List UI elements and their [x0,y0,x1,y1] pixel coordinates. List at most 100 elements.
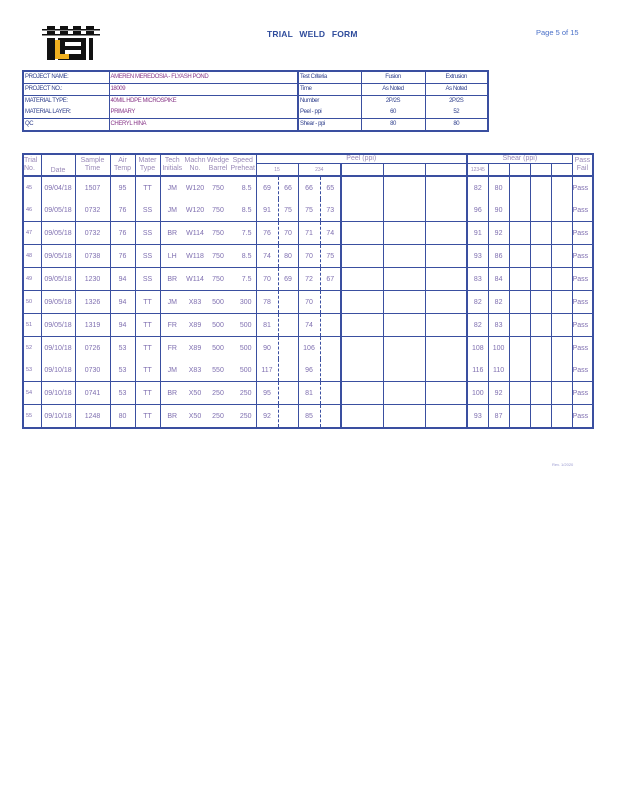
shear-4 [529,359,552,382]
qc-name: CHERYL HINA [108,118,299,132]
shear-1: 82 [466,290,489,314]
peel-1: 78 [255,290,279,314]
shear-2: 92 [487,221,510,245]
material-type: TT [134,175,161,199]
weld-test-table: Trial No. Date Sample Time Air Temp Mater Ty… [22,153,595,429]
air-temp: 95 [109,175,136,199]
air-temp: 76 [109,199,136,222]
peel-6 [382,290,426,314]
material-type: TT [134,290,161,314]
peel-2 [277,381,299,405]
extrusion-peel: 52 [424,107,489,119]
pass-fail: Pass [571,199,594,222]
revision-note: Rev. 1/2020 [552,462,574,467]
shear-2: 82 [487,290,510,314]
shear-1: 82 [466,313,489,337]
col-wedge: Wedge Barrel [206,153,230,177]
shear-1: 108 [466,336,489,359]
table-row: 45 09/04/18 1507 95 TT JM W120 750 8.5 69 66 66 65 82… [22,175,594,199]
shear-3 [508,267,531,291]
peel-7 [424,381,468,405]
trial-no: 49 [22,267,42,291]
shear-2: 110 [487,359,510,382]
fusion-peel: 60 [360,107,426,119]
peel-3: 72 [297,267,321,291]
date: 09/05/18 [41,267,76,291]
peel-1: 74 [255,244,279,268]
criteria-time: Time [297,83,362,96]
shear-1: 116 [466,359,489,382]
pass-fail: Pass [571,381,594,405]
sample-time: 0738 [74,244,111,268]
col-machine: Machn No. [184,153,206,177]
peel-7 [424,244,468,268]
shear-4 [529,267,552,291]
wedge-barrel: 750 [206,244,230,268]
peel-2 [277,336,299,359]
shear-3 [508,381,531,405]
criteria-peel: Peel - ppi [297,107,362,119]
peel-3: 81 [297,381,321,405]
wedge-barrel: 500 [206,313,230,337]
peel-5 [340,381,384,405]
tech-initials: JM [159,359,184,382]
col-date: Date [41,153,76,177]
pass-fail: Pass [571,336,594,359]
peel-3: 96 [297,359,321,382]
table-row: 46 09/05/18 0732 76 SS JM W120 750 8.5 91 75 75 73 96… [22,199,594,222]
air-temp: 76 [109,221,136,245]
peel-1: 91 [255,199,279,222]
pass-fail: Pass [571,244,594,268]
shear-1: 96 [466,199,489,222]
peel-5 [340,175,384,199]
trial-no: 54 [22,381,42,405]
peel-5 [340,221,384,245]
shear-2: 90 [487,199,510,222]
peel-7 [424,404,468,429]
peel-7 [424,313,468,337]
page-number: Page 5 of 15 [536,28,579,37]
table-row: 53 09/10/18 0730 53 TT JM X83 550 500 117 96 116 110… [22,359,594,382]
shear-3 [508,313,531,337]
peel-6 [382,199,426,222]
shear-5 [550,267,573,291]
material-type: SS [134,267,161,291]
peel-6 [382,359,426,382]
peel-1: 70 [255,267,279,291]
material-layer: PRIMARY [108,107,299,119]
trial-no: 51 [22,313,42,337]
sample-time: 0732 [74,199,111,222]
peel-3: 85 [297,404,321,429]
peel-6 [382,404,426,429]
peel-7 [424,267,468,291]
tech-initials: JM [159,290,184,314]
speed-preheat: 250 [230,381,257,405]
shear-4 [529,336,552,359]
shear-1: 100 [466,381,489,405]
air-temp: 53 [109,381,136,405]
sample-time: 0732 [74,221,111,245]
table-row: 51 09/05/18 1319 94 TT FR X89 500 500 81 74 82 83 Pas… [22,313,594,337]
wedge-barrel: 250 [206,381,230,405]
material-type: TT [134,381,161,405]
shear-5 [550,290,573,314]
peel-7 [424,199,468,222]
peel-5 [340,290,384,314]
peel-sub-3 [340,163,384,177]
shear-4 [529,244,552,268]
peel-3: 106 [297,336,321,359]
material-type: SS [134,244,161,268]
date: 09/10/18 [41,336,76,359]
peel-2 [277,404,299,429]
table-row: 47 09/05/18 0732 76 SS BR W114 750 7.5 76 70 71 74 91… [22,221,594,245]
speed-preheat: 300 [230,290,257,314]
peel-7 [424,175,468,199]
peel-sub-2: 234 [297,163,342,177]
peel-5 [340,359,384,382]
peel-7 [424,290,468,314]
extrusion-number: 2P/2S [424,95,489,107]
peel-2 [277,359,299,382]
machine-no: X50 [184,381,206,405]
peel-2: 69 [277,267,299,291]
peel-sub-1: 15 [255,163,299,177]
